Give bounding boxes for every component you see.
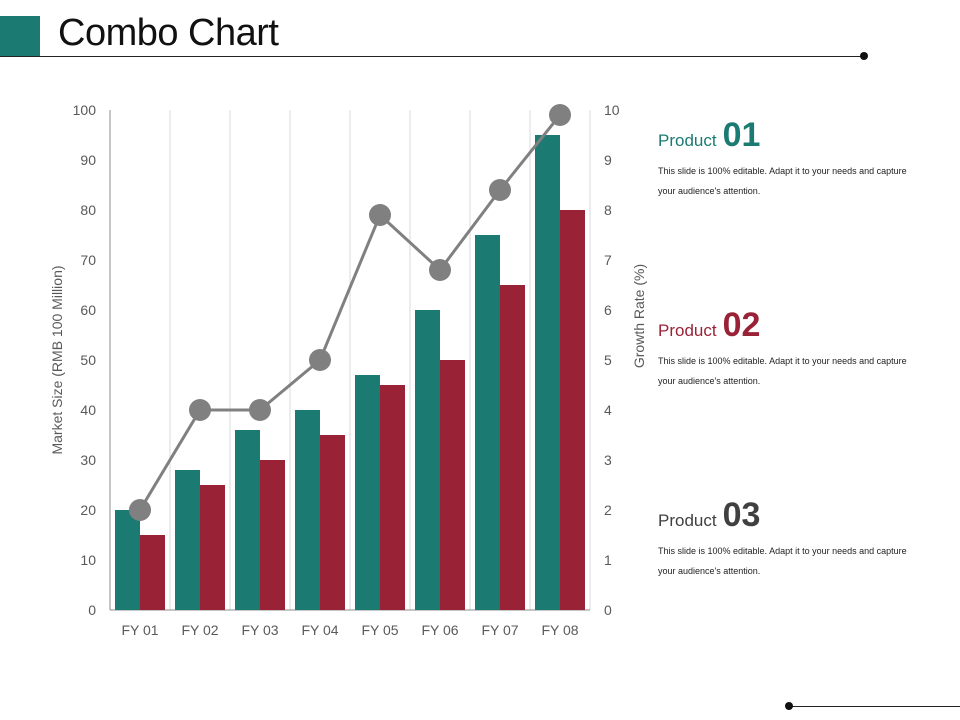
bar-series-1 [295,410,320,610]
growth-point [249,399,271,421]
y-tick-label: 0 [88,602,96,618]
y-right-tick-label: 0 [604,602,612,618]
growth-point [189,399,211,421]
y-right-tick-label: 7 [604,252,612,268]
product-03-label: Product [658,511,717,530]
product-01-label: Product [658,131,717,150]
y-tick-label: 100 [73,102,97,118]
bar-series-1 [355,375,380,610]
product-01-description: This slide is 100% editable. Adapt it to… [658,166,907,196]
growth-point [549,104,571,126]
footer-dot [785,702,793,710]
x-tick-label: FY 07 [481,622,518,638]
y-right-tick-label: 8 [604,202,612,218]
x-tick-label: FY 01 [121,622,158,638]
title-accent-block [0,16,40,56]
bar-series-1 [535,135,560,610]
x-tick-label: FY 02 [181,622,218,638]
y-right-tick-label: 10 [604,102,620,118]
growth-point [489,179,511,201]
product-02-label: Product [658,321,717,340]
y-tick-label: 90 [80,152,96,168]
growth-point [309,349,331,371]
y-right-axis-title: Growth Rate (%) [631,264,647,368]
x-tick-label: FY 03 [241,622,278,638]
x-tick-label: FY 08 [541,622,578,638]
x-tick-label: FY 04 [301,622,338,638]
growth-point [129,499,151,521]
product-02-description: This slide is 100% editable. Adapt it to… [658,356,907,386]
y-tick-label: 70 [80,252,96,268]
bar-series-2 [500,285,525,610]
product-03-description: This slide is 100% editable. Adapt it to… [658,546,907,576]
product-01-block: Product 01 This slide is 100% editable. … [658,116,928,201]
bar-series-2 [320,435,345,610]
y-tick-label: 60 [80,302,96,318]
y-right-tick-label: 5 [604,352,612,368]
x-tick-label: FY 05 [361,622,398,638]
y-right-tick-label: 3 [604,452,612,468]
bar-series-1 [415,310,440,610]
y-tick-label: 20 [80,502,96,518]
footer-line [790,706,960,707]
y-tick-label: 50 [80,352,96,368]
bar-series-1 [235,430,260,610]
bar-series-2 [380,385,405,610]
y-tick-label: 10 [80,552,96,568]
y-right-tick-label: 9 [604,152,612,168]
product-01-number: 01 [722,116,761,154]
bar-series-2 [260,460,285,610]
bar-series-1 [115,510,140,610]
product-02-number: 02 [722,306,761,344]
bar-series-2 [560,210,585,610]
x-tick-label: FY 06 [421,622,458,638]
y-right-tick-label: 2 [604,502,612,518]
growth-point [429,259,451,281]
y-tick-label: 30 [80,452,96,468]
bar-series-1 [475,235,500,610]
growth-point [369,204,391,226]
product-02-block: Product 02 This slide is 100% editable. … [658,306,928,391]
y-axis-title: Market Size (RMB 100 Million) [49,265,65,454]
bar-series-2 [140,535,165,610]
bar-series-2 [200,485,225,610]
title-underline-dot [860,52,868,60]
product-03-block: Product 03 This slide is 100% editable. … [658,496,928,581]
bar-series-1 [175,470,200,610]
page-title: Combo Chart [58,12,279,54]
y-right-tick-label: 4 [604,402,612,418]
y-tick-label: 80 [80,202,96,218]
y-right-tick-label: 1 [604,552,612,568]
y-right-tick-label: 6 [604,302,612,318]
product-03-number: 03 [722,496,761,534]
title-underline [0,56,864,57]
y-tick-label: 40 [80,402,96,418]
bar-series-2 [440,360,465,610]
